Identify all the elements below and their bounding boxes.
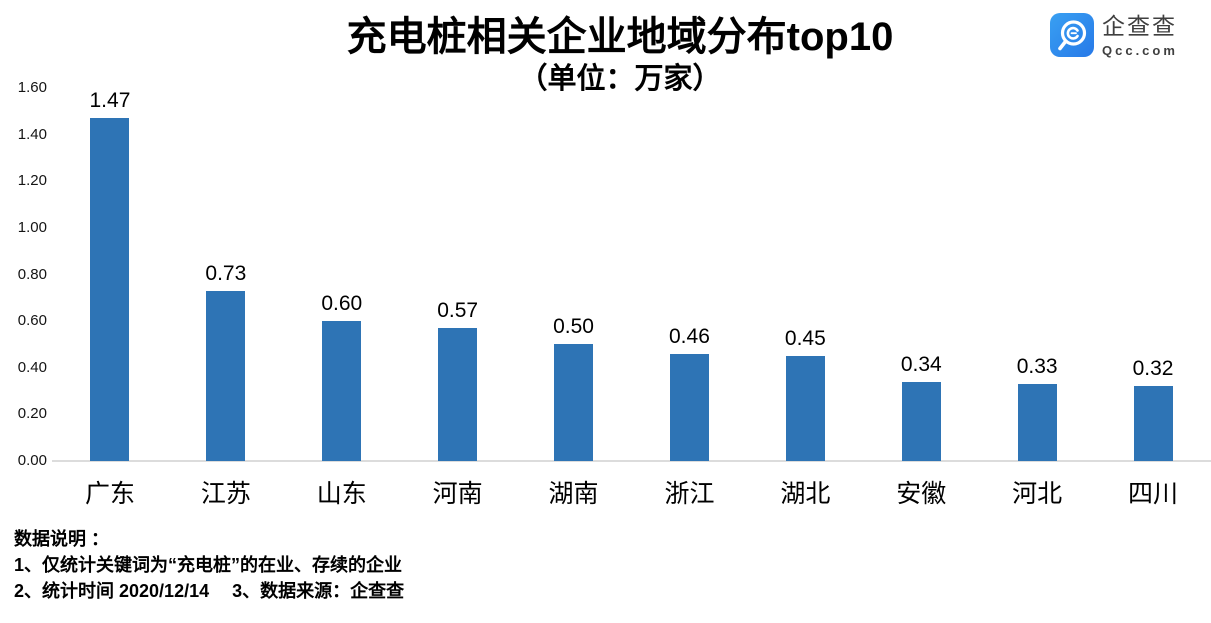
- bar-value-label: 0.34: [900, 352, 942, 376]
- qcc-magnifier-icon: [1050, 13, 1094, 57]
- notes-line-1: 1、仅统计关键词为“充电桩”的在业、存续的企业: [14, 555, 403, 575]
- x-tick-label: 安徽: [896, 480, 947, 508]
- x-tick-label: 浙江: [664, 480, 715, 508]
- logo-text: 企查查 Qcc.com: [1102, 12, 1178, 58]
- bar: [1133, 386, 1173, 461]
- y-tick-label: 0.60: [17, 312, 47, 330]
- chart-title: 充电桩相关企业地域分布top10: [346, 15, 894, 59]
- y-tick-label: 1.00: [17, 218, 47, 236]
- y-tick-label: 0.40: [17, 358, 47, 376]
- bar: [438, 328, 478, 461]
- bar: [206, 290, 246, 461]
- bar-value-label: 0.33: [1016, 355, 1058, 379]
- bar-value-label: 0.60: [321, 292, 363, 316]
- bar: [90, 118, 130, 461]
- y-tick-label: 0.80: [17, 265, 47, 283]
- x-tick-label: 山东: [316, 480, 367, 508]
- chart-subtitle: （单位：万家）: [518, 63, 722, 95]
- bar: [322, 321, 362, 461]
- y-tick-label: 1.20: [17, 172, 47, 190]
- x-tick-label: 湖北: [780, 480, 831, 508]
- qcc-logo: 企查查 Qcc.com: [1049, 12, 1178, 58]
- brand-domain: Qcc.com: [1102, 43, 1178, 58]
- bar-value-label: 0.32: [1132, 357, 1174, 381]
- x-tick-label: 湖南: [548, 480, 599, 508]
- bar: [554, 344, 594, 461]
- x-tick-label: 四川: [1128, 480, 1179, 508]
- bar: [1017, 384, 1057, 461]
- x-tick-label: 河北: [1012, 480, 1063, 508]
- brand-name: 企查查: [1102, 13, 1177, 39]
- bar-value-label: 1.47: [89, 89, 131, 113]
- title-block: 充电桩相关企业地域分布top10 （单位：万家）: [0, 13, 1211, 97]
- y-tick-label: 0.20: [17, 405, 47, 423]
- bar-value-label: 0.73: [205, 261, 247, 285]
- y-tick-label: 1.40: [17, 125, 47, 143]
- bar: [669, 353, 709, 461]
- x-tick-label: 广东: [84, 480, 135, 508]
- bar-value-label: 0.50: [553, 315, 594, 339]
- y-tick-label: 1.60: [17, 79, 47, 96]
- data-notes: 数据说明 ： 1、仅统计关键词为“充电桩”的在业、存续的企业 2、统计时间 20…: [14, 526, 404, 604]
- y-tick-label: 0.00: [17, 452, 47, 469]
- x-tick-label: 河南: [432, 480, 483, 508]
- notes-heading: 数据说明 ：: [14, 529, 110, 549]
- bar-value-label: 0.46: [669, 324, 710, 348]
- notes-line-2: 2、统计时间 2020/12/14 3、数据来源：企查查: [14, 581, 405, 601]
- x-tick-label: 江苏: [200, 480, 251, 508]
- bar: [785, 356, 825, 461]
- x-axis-line: [52, 460, 1211, 462]
- bar-value-label: 0.57: [437, 299, 479, 323]
- bar-value-label: 0.45: [784, 327, 826, 351]
- bar: [901, 381, 941, 461]
